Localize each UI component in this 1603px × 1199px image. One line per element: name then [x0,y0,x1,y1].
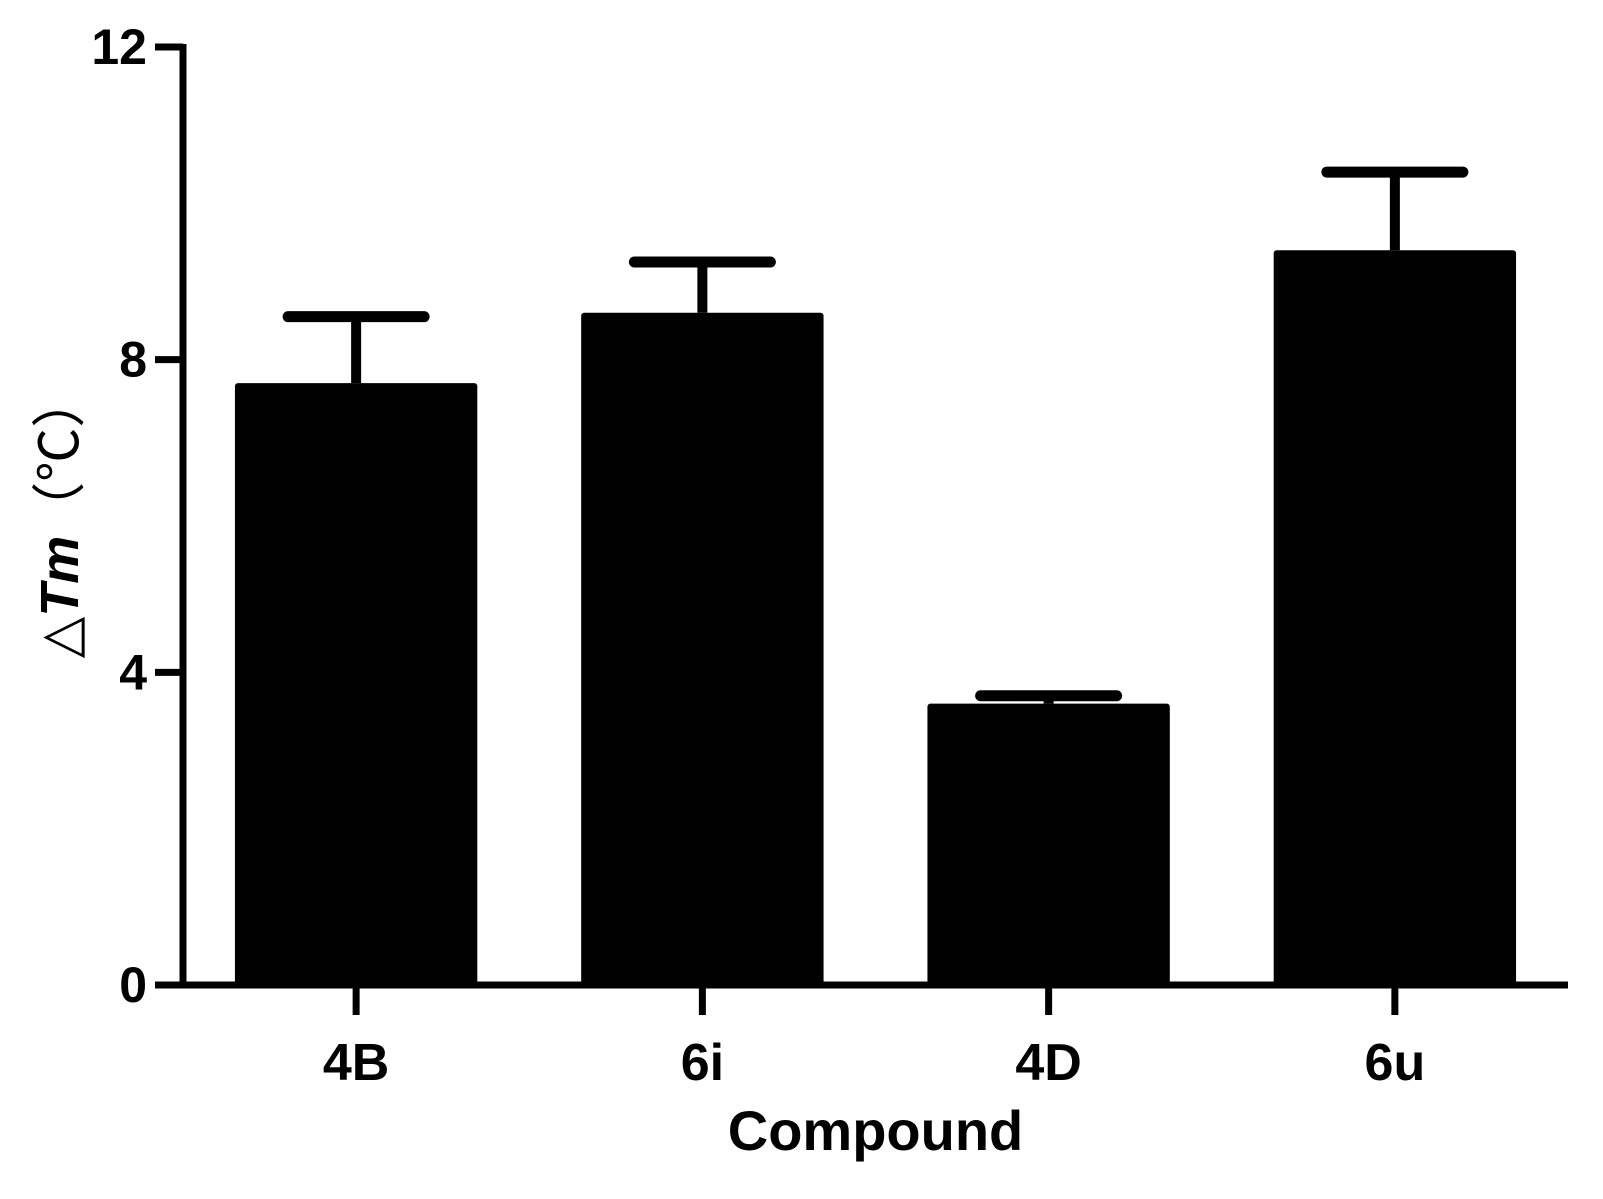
y-tick-label: 8 [119,332,147,388]
error-bars [282,166,1469,704]
x-tick-label: 6i [681,1034,724,1092]
bar [234,383,478,985]
x-axis-title: Compound [728,1099,1023,1162]
y-tick-label: 12 [91,19,147,75]
x-axis-ticks: 4B 6i 4D 6u [323,985,1425,1092]
bar [1273,250,1517,985]
bar [927,703,1170,985]
axes [179,44,1568,989]
x-tick-label: 4D [1015,1034,1081,1092]
x-tick-label: 4B [323,1034,389,1092]
y-tick-label: 0 [119,957,147,1013]
y-axis-title: △Tm（℃） [30,374,90,659]
y-tick-label: 4 [119,644,147,700]
bars [234,250,1517,985]
y-axis-title-delta: △ [30,616,90,658]
y-axis-ticks: 0 4 8 12 [91,19,183,1013]
y-axis-title-unit: （℃） [30,374,90,536]
bar [581,312,824,985]
y-axis-title-symbol: Tm [30,536,90,617]
x-tick-label: 6u [1365,1034,1426,1092]
